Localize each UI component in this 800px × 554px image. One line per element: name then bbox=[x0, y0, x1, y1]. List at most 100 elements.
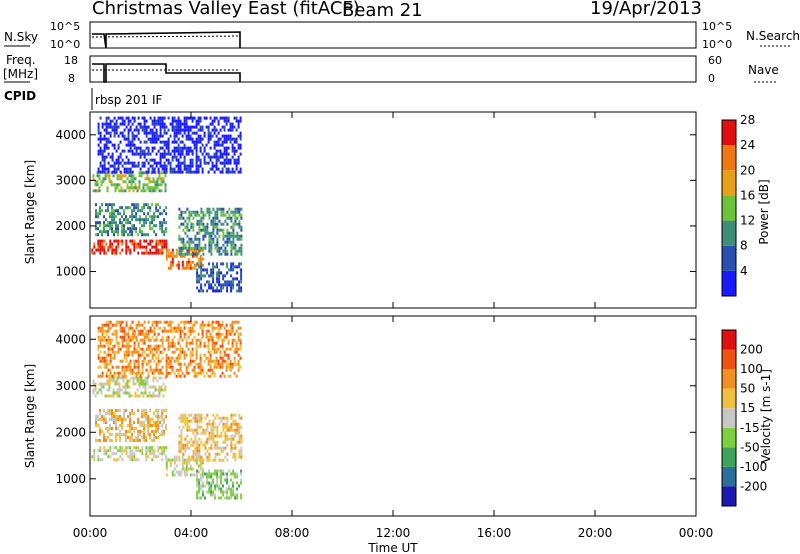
data-cell bbox=[112, 159, 114, 162]
data-cell bbox=[238, 286, 240, 289]
data-cell bbox=[166, 126, 168, 129]
data-cell bbox=[142, 150, 144, 153]
data-cell bbox=[123, 218, 125, 221]
data-cell bbox=[202, 330, 204, 333]
data-cell bbox=[159, 389, 161, 392]
data-cell bbox=[134, 147, 136, 150]
data-cell bbox=[104, 165, 106, 168]
data-cell bbox=[156, 366, 158, 369]
data-cell bbox=[224, 497, 226, 500]
data-cell bbox=[129, 392, 131, 395]
data-cell bbox=[178, 456, 180, 459]
data-cell bbox=[196, 126, 198, 129]
data-cell bbox=[236, 423, 238, 426]
data-cell bbox=[198, 214, 200, 217]
data-cell bbox=[159, 433, 161, 436]
data-cell bbox=[114, 375, 116, 378]
data-cell bbox=[125, 246, 127, 249]
data-cell bbox=[132, 351, 134, 354]
data-cell bbox=[142, 354, 144, 357]
data-cell bbox=[188, 267, 190, 270]
data-cell bbox=[120, 348, 122, 351]
data-cell bbox=[206, 459, 208, 462]
data-cell bbox=[110, 360, 112, 363]
data-cell bbox=[128, 369, 130, 372]
data-cell bbox=[216, 229, 218, 232]
data-cell bbox=[196, 375, 198, 378]
data-cell bbox=[200, 342, 202, 345]
data-cell bbox=[178, 363, 180, 366]
data-cell bbox=[228, 171, 230, 174]
data-cell bbox=[139, 230, 141, 233]
data-cell bbox=[194, 253, 196, 256]
data-cell bbox=[170, 153, 172, 156]
data-cell bbox=[104, 171, 106, 174]
data-cell bbox=[147, 203, 149, 206]
data-cell bbox=[100, 162, 102, 165]
data-cell bbox=[127, 246, 129, 249]
data-cell bbox=[119, 436, 121, 439]
data-cell bbox=[109, 418, 111, 421]
data-cell bbox=[123, 392, 125, 395]
data-cell bbox=[140, 150, 142, 153]
data-cell bbox=[109, 215, 111, 218]
data-cell bbox=[164, 162, 166, 165]
data-cell bbox=[214, 348, 216, 351]
data-cell bbox=[125, 206, 127, 209]
data-cell bbox=[151, 418, 153, 421]
data-cell bbox=[163, 446, 165, 449]
data-cell bbox=[238, 450, 240, 453]
data-cell bbox=[186, 229, 188, 232]
data-cell bbox=[153, 436, 155, 439]
data-cell bbox=[99, 189, 101, 192]
data-cell bbox=[135, 436, 137, 439]
data-cell bbox=[144, 156, 146, 159]
data-cell bbox=[198, 220, 200, 223]
data-cell bbox=[97, 246, 99, 249]
data-cell bbox=[107, 224, 109, 227]
data-cell bbox=[196, 351, 198, 354]
data-cell bbox=[212, 426, 214, 429]
data-cell bbox=[186, 264, 188, 267]
y-tick-label: 2000 bbox=[55, 425, 86, 439]
data-cell bbox=[206, 479, 208, 482]
data-cell bbox=[130, 141, 132, 144]
data-cell bbox=[163, 389, 165, 392]
data-cell bbox=[176, 129, 178, 132]
data-cell bbox=[119, 240, 121, 243]
data-cell bbox=[206, 229, 208, 232]
data-cell bbox=[202, 336, 204, 339]
data-cell bbox=[110, 135, 112, 138]
data-cell bbox=[186, 369, 188, 372]
data-cell bbox=[161, 221, 163, 224]
data-cell bbox=[216, 159, 218, 162]
data-cell bbox=[188, 372, 190, 375]
data-cell bbox=[147, 421, 149, 424]
data-cell bbox=[192, 226, 194, 229]
data-cell bbox=[101, 458, 103, 461]
data-cell bbox=[196, 147, 198, 150]
data-cell bbox=[234, 339, 236, 342]
data-cell bbox=[186, 241, 188, 244]
data-cell bbox=[196, 473, 198, 476]
data-cell bbox=[190, 351, 192, 354]
data-cell bbox=[128, 123, 130, 126]
data-cell bbox=[120, 117, 122, 120]
data-cell bbox=[114, 132, 116, 135]
data-cell bbox=[110, 120, 112, 123]
data-cell bbox=[116, 150, 118, 153]
data-cell bbox=[218, 208, 220, 211]
data-cell bbox=[150, 360, 152, 363]
data-cell bbox=[99, 449, 101, 452]
data-cell bbox=[101, 389, 103, 392]
data-cell bbox=[200, 459, 202, 462]
data-cell bbox=[130, 120, 132, 123]
data-cell bbox=[122, 123, 124, 126]
data-cell bbox=[117, 449, 119, 452]
data-cell bbox=[166, 372, 168, 375]
data-cell bbox=[155, 252, 157, 255]
data-cell bbox=[222, 211, 224, 214]
data-cell bbox=[216, 153, 218, 156]
data-cell bbox=[97, 221, 99, 224]
data-cell bbox=[174, 336, 176, 339]
